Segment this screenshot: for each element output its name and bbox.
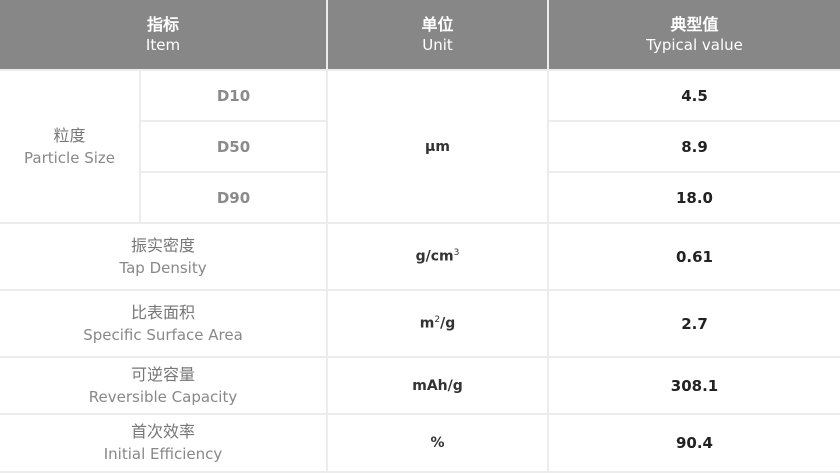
unit-base: m [419, 315, 435, 332]
item-zh: 首次效率 [130, 422, 195, 441]
header-unit-en: Unit [422, 35, 453, 54]
header-unit-zh: 单位 [421, 14, 454, 34]
efficiency-unit: % [328, 415, 547, 471]
capacity-label: 可逆容量 Reversible Capacity [0, 358, 326, 413]
item-en: Tap Density [119, 258, 207, 277]
unit-base: g/cm [415, 248, 454, 265]
ssa-value: 2.7 [549, 291, 840, 356]
ssa-unit: m2/g [328, 291, 547, 356]
capacity-unit: mAh/g [328, 358, 547, 413]
efficiency-label: 首次效率 Initial Efficiency [0, 415, 326, 471]
particle-size-unit: μm [328, 71, 547, 222]
header-item-en: Item [145, 35, 181, 54]
header-value-zh: 典型值 [670, 14, 719, 34]
d10-value: 4.5 [549, 71, 840, 120]
item-zh: 粒度 [53, 125, 86, 145]
header-value-en: Typical value [646, 35, 743, 54]
header-value: 典型值 Typical value [549, 0, 840, 69]
tap-density-unit: g/cm3 [328, 224, 547, 289]
efficiency-value: 90.4 [549, 415, 840, 471]
unit-sup: 3 [453, 248, 460, 259]
item-en: Reversible Capacity [88, 387, 238, 406]
header-item: 指标 Item [0, 0, 326, 69]
item-en: Specific Surface Area [83, 325, 243, 344]
unit-text: g/cm3 [416, 248, 460, 265]
unit-text: m2/g [420, 315, 455, 332]
d50-value: 8.9 [549, 122, 840, 171]
d50-label: D50 [141, 122, 326, 171]
item-zh: 可逆容量 [130, 364, 195, 384]
tap-density-value: 0.61 [549, 224, 840, 289]
item-zh: 振实密度 [130, 235, 195, 255]
header-unit: 单位 Unit [328, 0, 547, 69]
item-en: Particle Size [24, 148, 115, 167]
d10-label: D10 [141, 71, 326, 120]
d90-label: D90 [141, 173, 326, 222]
unit-sup: 2 [434, 315, 441, 326]
ssa-label: 比表面积 Specific Surface Area [0, 291, 326, 356]
capacity-value: 308.1 [549, 358, 840, 413]
d90-value: 18.0 [549, 173, 840, 222]
particle-size-label: 粒度 Particle Size [0, 71, 139, 222]
item-zh: 比表面积 [130, 302, 195, 322]
header-item-zh: 指标 [146, 14, 179, 34]
tap-density-label: 振实密度 Tap Density [0, 224, 326, 289]
item-en: Initial Efficiency [103, 445, 223, 463]
unit-tail: /g [440, 315, 456, 332]
